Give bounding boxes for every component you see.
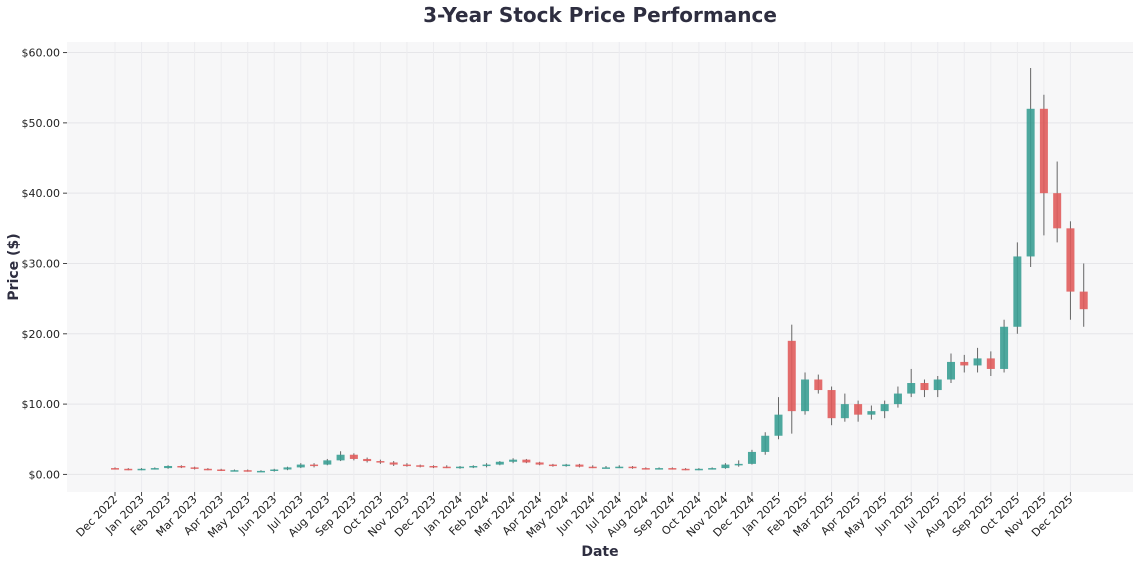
candle-body: [694, 468, 703, 471]
candle-body: [827, 390, 836, 419]
candle-body: [681, 468, 690, 471]
candle-body: [256, 470, 265, 473]
x-axis-label: Date: [581, 544, 618, 560]
candle-body: [575, 464, 584, 467]
candle-body: [336, 454, 345, 461]
candle-body: [1013, 256, 1022, 327]
candle-body: [708, 468, 717, 470]
candle-body: [124, 468, 133, 471]
candle-body: [429, 465, 438, 468]
candle-body: [787, 340, 796, 412]
candle-body: [164, 465, 173, 469]
y-tick-label: $20.00: [22, 328, 61, 341]
y-axis-label: Price ($): [6, 233, 22, 300]
y-tick-label: $40.00: [22, 187, 61, 200]
candle-body: [854, 404, 863, 415]
candle-body: [562, 464, 571, 467]
candle-body: [363, 458, 372, 462]
y-tick-label: $0.00: [29, 468, 61, 481]
candle-body: [349, 454, 358, 459]
candle-body: [150, 468, 159, 470]
candle-body: [588, 466, 597, 469]
candle-body: [230, 470, 239, 472]
candle-body: [947, 361, 956, 380]
candle-body: [402, 464, 411, 467]
candle-body: [416, 465, 425, 467]
candle-body: [270, 469, 279, 471]
y-tick-label: $60.00: [22, 47, 61, 60]
candle-body: [469, 465, 478, 468]
candle-body: [190, 467, 199, 469]
candle-body: [774, 414, 783, 436]
candle-body: [456, 466, 465, 469]
candle-body: [907, 383, 916, 394]
candle-body: [310, 464, 319, 467]
candle-body: [920, 383, 929, 391]
candle-body: [628, 466, 637, 469]
candle-body: [668, 468, 677, 470]
candle-body: [137, 468, 146, 471]
plot-area: [67, 42, 1133, 492]
candle-body: [548, 464, 557, 467]
candle-body: [641, 468, 650, 470]
candle-body: [893, 393, 902, 405]
candle-body: [986, 358, 995, 369]
candle-body: [1026, 108, 1035, 257]
y-tick-label: $30.00: [22, 257, 61, 270]
y-tick-label: $50.00: [22, 117, 61, 130]
chart-title: 3-Year Stock Price Performance: [423, 3, 777, 27]
candle-body: [177, 465, 186, 468]
candle-body: [495, 461, 504, 465]
candle-body: [973, 358, 982, 366]
candle-body: [522, 459, 531, 463]
candle-body: [323, 460, 332, 465]
candle-body: [601, 467, 610, 469]
candle-body: [1000, 326, 1009, 369]
candle-body: [840, 404, 849, 419]
candle-body: [509, 459, 518, 462]
candle-body: [880, 404, 889, 412]
candle-body: [1053, 193, 1062, 229]
candle-body: [296, 464, 305, 468]
candle-body: [217, 469, 226, 471]
candle-body: [376, 461, 385, 463]
candle-body: [442, 466, 451, 469]
candle-body: [761, 435, 770, 452]
candle-body: [389, 462, 398, 465]
candle-body: [243, 470, 252, 472]
candle-body: [535, 462, 544, 465]
candle-body: [933, 379, 942, 391]
candle-body: [734, 463, 743, 466]
candle-body: [747, 451, 756, 464]
candle-body: [482, 464, 491, 467]
candle-body: [721, 464, 730, 469]
candle-body: [283, 467, 292, 470]
candle-body: [655, 468, 664, 470]
candle-body: [615, 466, 624, 469]
candle-body: [1066, 228, 1075, 292]
candle-body: [203, 468, 212, 471]
candle-body: [814, 379, 823, 391]
candle-body: [867, 411, 876, 415]
candle-body: [111, 468, 119, 470]
candle-body: [1039, 108, 1048, 194]
candle-body: [801, 379, 810, 412]
candle-body: [1079, 291, 1088, 310]
candle-body: [960, 361, 969, 366]
y-tick-label: $10.00: [22, 398, 61, 411]
